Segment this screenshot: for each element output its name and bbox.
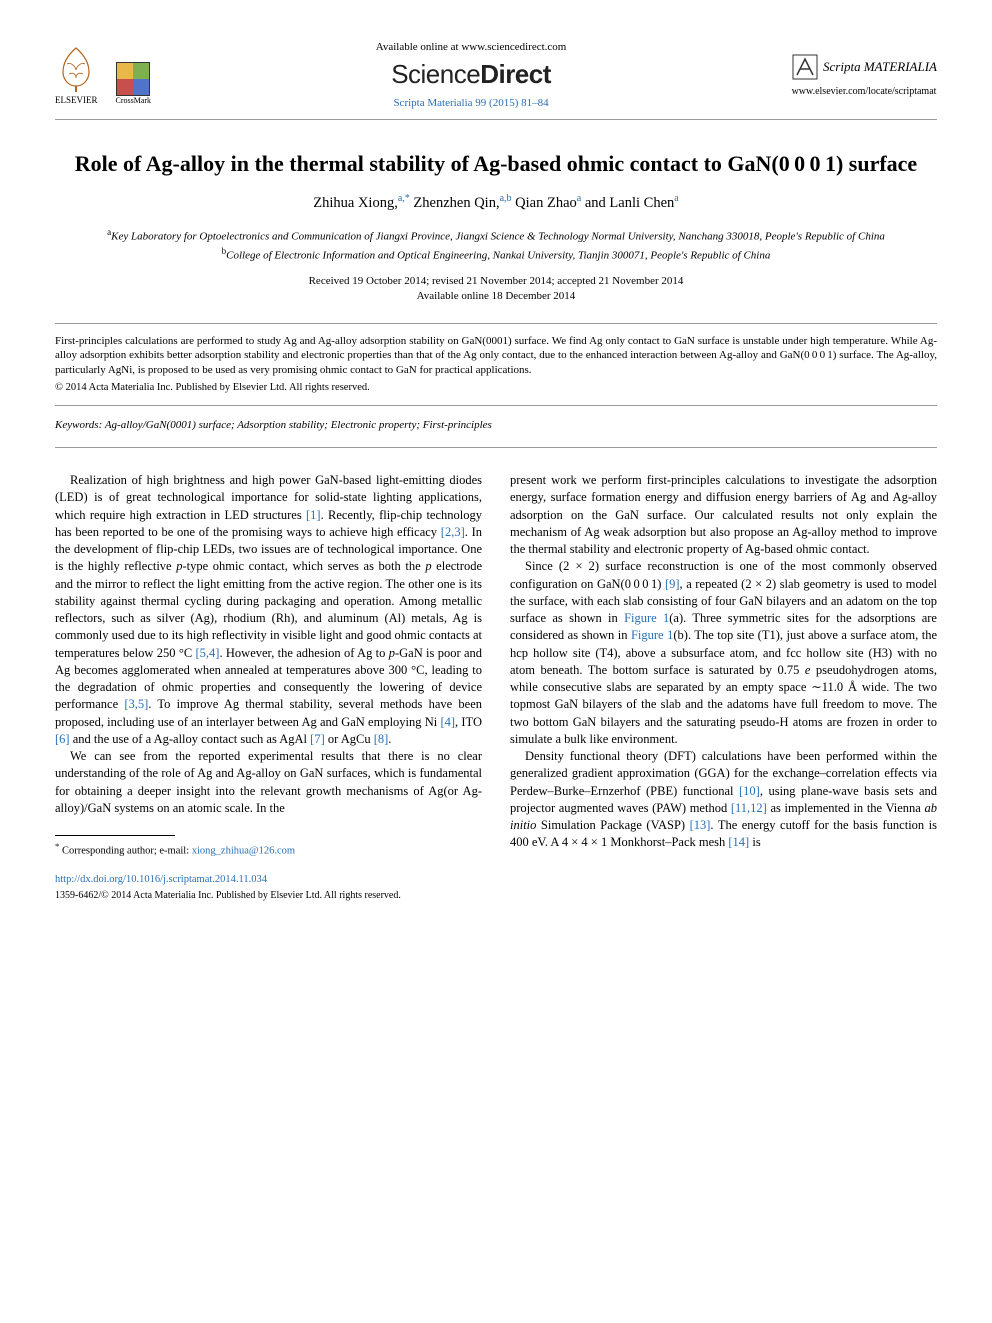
sciencedirect-logo[interactable]: ScienceDirect [161, 57, 781, 92]
journal-reference[interactable]: Scripta Materialia 99 (2015) 81–84 [161, 96, 781, 111]
dates-online: Available online 18 December 2014 [55, 289, 937, 304]
scripta-text: Scripta MATERIALIA [823, 58, 937, 76]
ref-6[interactable]: [6] [55, 732, 70, 746]
fig-1b-link[interactable]: Figure 1 [631, 628, 673, 642]
para-5: Density functional theory (DFT) calculat… [510, 748, 937, 852]
ref-9[interactable]: [9] [665, 577, 680, 591]
author-1-aff: a, [398, 193, 405, 204]
ref-14[interactable]: [14] [728, 835, 749, 849]
author-1-corr: * [405, 193, 410, 204]
header-left: ELSEVIER CrossMark [55, 44, 151, 106]
ref-7[interactable]: [7] [310, 732, 325, 746]
elsevier-logo[interactable]: ELSEVIER [55, 44, 98, 106]
scripta-icon [791, 53, 819, 81]
affiliation-b: bCollege of Electronic Information and O… [55, 245, 937, 264]
ref-5-4[interactable]: [5,4] [195, 646, 219, 660]
elsevier-tree-icon [55, 44, 97, 94]
author-2[interactable]: Zhenzhen Qin, [413, 195, 499, 211]
ref-4[interactable]: [4] [440, 715, 455, 729]
column-right: present work we perform first-principles… [510, 472, 937, 859]
footnote-separator [55, 835, 175, 836]
bottom-copyright: 1359-6462/© 2014 Acta Materialia Inc. Pu… [55, 889, 937, 903]
ref-11-12[interactable]: [11,12] [731, 801, 767, 815]
paper-title: Role of Ag-alloy in the thermal stabilit… [55, 150, 937, 179]
para-1: Realization of high brightness and high … [55, 472, 482, 748]
doi-link[interactable]: http://dx.doi.org/10.1016/j.scriptamat.2… [55, 873, 937, 887]
header-right: Scripta MATERIALIA www.elsevier.com/loca… [791, 53, 937, 99]
corr-email[interactable]: xiong_zhihua@126.com [192, 846, 295, 857]
author-list: Zhihua Xiong,a,* Zhenzhen Qin,a,b Qian Z… [55, 192, 937, 213]
aff-b-text: College of Electronic Information and Op… [226, 249, 770, 261]
elsevier-label: ELSEVIER [55, 94, 98, 106]
author-1[interactable]: Zhihua Xiong, [313, 195, 398, 211]
article-dates: Received 19 October 2014; revised 21 Nov… [55, 274, 937, 305]
abstract-text: First-principles calculations are perfor… [55, 334, 937, 379]
sd-direct: Direct [480, 59, 551, 89]
aff-a-text: Key Laboratory for Optoelectronics and C… [111, 230, 885, 242]
affiliation-a: aKey Laboratory for Optoelectronics and … [55, 226, 937, 245]
doi-block: http://dx.doi.org/10.1016/j.scriptamat.2… [55, 873, 937, 903]
abstract-copyright: © 2014 Acta Materialia Inc. Published by… [55, 381, 937, 395]
author-3-aff: a [577, 193, 581, 204]
fig-1a-link[interactable]: Figure 1 [624, 611, 669, 625]
ref-3-5[interactable]: [3,5] [124, 697, 148, 711]
ref-2-3[interactable]: [2,3] [441, 525, 465, 539]
crossmark-widget[interactable]: CrossMark [116, 62, 152, 107]
body-columns: Realization of high brightness and high … [55, 472, 937, 859]
ref-10[interactable]: [10] [739, 784, 760, 798]
available-online-text: Available online at www.sciencedirect.co… [161, 40, 781, 55]
ref-13[interactable]: [13] [690, 818, 711, 832]
crossmark-icon [116, 62, 150, 96]
column-left: Realization of high brightness and high … [55, 472, 482, 859]
header-center: Available online at www.sciencedirect.co… [151, 40, 791, 111]
author-2-aff: a,b [500, 193, 512, 204]
corresponding-author-footnote: * Corresponding author; e-mail: xiong_zh… [55, 840, 482, 859]
author-3[interactable]: Qian Zhao [515, 195, 577, 211]
para-3: present work we perform first-principles… [510, 472, 937, 558]
keywords-block: Keywords: Ag-alloy/GaN(0001) surface; Ad… [55, 418, 937, 448]
affiliations: aKey Laboratory for Optoelectronics and … [55, 226, 937, 264]
keywords-text: Ag-alloy/GaN(0001) surface; Adsorption s… [102, 419, 492, 431]
abstract-block: First-principles calculations are perfor… [55, 323, 937, 407]
para-2: We can see from the reported experimenta… [55, 748, 482, 817]
dates-received: Received 19 October 2014; revised 21 Nov… [55, 274, 937, 289]
ref-8[interactable]: [8] [374, 732, 389, 746]
para-4: Since (2 × 2) surface reconstruction is … [510, 558, 937, 748]
journal-header: ELSEVIER CrossMark Available online at w… [55, 40, 937, 120]
ref-1[interactable]: [1] [306, 508, 321, 522]
sd-science: Science [391, 59, 480, 89]
title-block: Role of Ag-alloy in the thermal stabilit… [55, 150, 937, 305]
footnote-text: Corresponding author; e-mail: [59, 846, 191, 857]
author-4-aff: a [674, 193, 678, 204]
journal-url[interactable]: www.elsevier.com/locate/scriptamat [792, 85, 937, 99]
crossmark-label: CrossMark [116, 96, 152, 107]
scripta-logo[interactable]: Scripta MATERIALIA [791, 53, 937, 81]
keywords-label: Keywords: [55, 419, 102, 431]
author-4[interactable]: and Lanli Chen [585, 195, 674, 211]
